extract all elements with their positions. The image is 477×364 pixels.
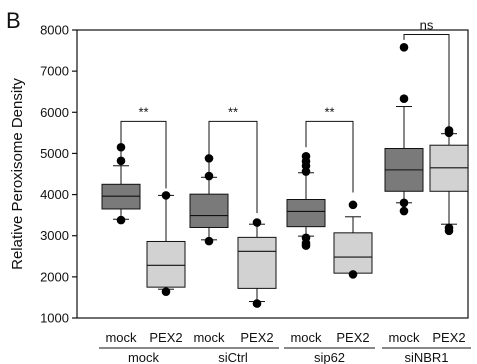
group-label: mock (128, 350, 160, 364)
y-axis-label: Relative Peroxisome Density (9, 78, 26, 270)
outlier-point (301, 167, 311, 176)
condition-label: PEX2 (336, 330, 369, 345)
x-axis: mock PEX2 mock PEX2 mock PEX2 mock PEX2 mock siCt… (99, 330, 471, 364)
condition-label: PEX2 (149, 330, 182, 345)
box-sip62-pex2 (333, 200, 373, 279)
outlier-point (399, 198, 409, 208)
box-siNBR1-pex2 (429, 126, 469, 236)
group-label: siCtrl (218, 350, 248, 364)
outlier-point (444, 128, 454, 138)
significance-siNBR1: ns (403, 18, 450, 128)
outlier-point (301, 241, 311, 250)
box-sip62-mock (286, 152, 326, 250)
condition-label: PEX2 (432, 330, 465, 345)
panel-label: B (6, 8, 21, 33)
y-axis: 1000 2000 3000 4000 5000 6000 7000 8000 (40, 23, 77, 326)
condition-label: PEX2 (240, 330, 273, 345)
box-iqr (286, 199, 326, 228)
outlier-point (116, 215, 126, 225)
y-tick-label: 8000 (40, 23, 69, 38)
condition-label: mock (193, 330, 225, 345)
box-mock-mock (101, 142, 141, 225)
significance-bracket (305, 120, 354, 193)
outlier-point (204, 236, 214, 246)
box-siNBR1-mock (384, 42, 424, 216)
outlier-point (161, 287, 171, 296)
outlier-point (399, 42, 409, 52)
significance-label: ** (324, 104, 334, 119)
significance-label: ns (420, 18, 434, 33)
outlier-point (252, 218, 262, 227)
outlier-point (204, 171, 214, 181)
box-iqr (189, 193, 229, 228)
box-siCtrl-pex2 (237, 218, 277, 308)
outlier-point (252, 299, 262, 308)
significance-bracket (403, 34, 450, 128)
significance-mock: ** (120, 104, 167, 189)
outlier-point (116, 142, 126, 152)
y-tick-label: 5000 (40, 146, 69, 161)
significance-siCtrl: ** (208, 104, 258, 214)
outlier-point (161, 191, 171, 200)
y-tick-label: 4000 (40, 187, 69, 202)
outlier-point (116, 156, 126, 166)
significance-label: ** (228, 104, 238, 119)
significance-label: ** (138, 104, 148, 119)
condition-label: mock (105, 330, 137, 345)
significance-sip62: ** (305, 104, 354, 193)
outlier-point (204, 154, 214, 163)
box-iqr (237, 236, 277, 289)
outlier-point (399, 94, 409, 104)
outlier-point (348, 200, 358, 210)
group-label: siNBR1 (404, 350, 448, 364)
y-tick-label: 6000 (40, 105, 69, 120)
box-siCtrl-mock (189, 154, 229, 246)
significance-annotations: ** ** ** ns (120, 18, 450, 214)
outlier-point (444, 226, 454, 236)
y-tick-label: 1000 (40, 311, 69, 326)
condition-label: mock (290, 330, 322, 345)
y-tick-label: 3000 (40, 228, 69, 243)
significance-bracket (120, 120, 167, 189)
box-iqr (146, 240, 186, 288)
condition-label: mock (388, 330, 420, 345)
group-label: sip62 (314, 350, 345, 364)
box-mock-pex2 (146, 191, 186, 296)
box-iqr (333, 232, 373, 274)
y-tick-label: 2000 (40, 269, 69, 284)
y-tick-label: 7000 (40, 64, 69, 79)
outlier-point (399, 206, 409, 216)
outlier-point (348, 270, 358, 279)
box-series (101, 42, 469, 308)
significance-bracket (208, 120, 258, 214)
